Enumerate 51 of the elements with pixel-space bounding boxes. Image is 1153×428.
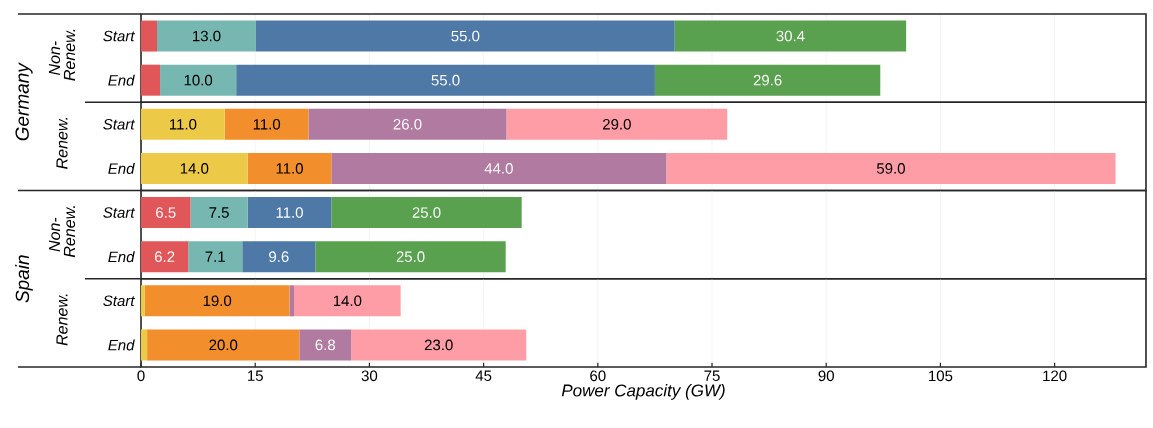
- y-tick-label: Start: [103, 207, 136, 218]
- x-tick-label: 75: [704, 370, 720, 381]
- data-label: 20.0: [209, 339, 238, 351]
- y-tick-label: Start: [103, 118, 136, 130]
- data-label: 9.6: [269, 251, 289, 262]
- data-label: 14.0: [333, 295, 362, 307]
- data-label: 55.0: [451, 30, 480, 42]
- data-label: 14.0: [180, 163, 209, 174]
- data-label: 25.0: [412, 207, 441, 218]
- y-tick-label: Start: [103, 295, 136, 307]
- y-tick-label: End: [108, 162, 135, 174]
- y-tick-label: End: [108, 74, 135, 86]
- data-label: 55.0: [431, 74, 460, 86]
- x-tick-label: 15: [248, 370, 263, 381]
- data-label: 11.0: [276, 163, 303, 174]
- data-label: 10.0: [184, 74, 213, 86]
- data-label: 30.4: [776, 30, 805, 42]
- x-tick-label: 105: [929, 370, 953, 382]
- x-tick-label: 0: [137, 370, 145, 382]
- x-axis-title: Power Capacity (GW): [561, 384, 725, 400]
- y-axis-title: Non-Renew.: [48, 29, 76, 81]
- data-label: 13.0: [193, 30, 221, 42]
- data-label: 6.2: [154, 251, 175, 262]
- data-label: 11.0: [170, 118, 197, 130]
- y-tick-label: End: [108, 339, 135, 351]
- y-axis-title: Renew.: [56, 294, 68, 346]
- data-label: 11.0: [276, 207, 303, 218]
- data-label: 25.0: [396, 251, 425, 262]
- y-tick-label: End: [108, 251, 135, 263]
- data-label: 19.0: [203, 295, 232, 307]
- y-tick-label: Start: [103, 30, 136, 42]
- data-label: 6.8: [315, 339, 336, 351]
- data-label: 11.0: [253, 118, 281, 130]
- x-tick-label: 60: [590, 370, 606, 382]
- x-tick-label: 90: [818, 370, 834, 382]
- x-tick-label: 45: [475, 370, 492, 381]
- text: Spain: [15, 255, 33, 303]
- data-label: 29.0: [603, 118, 631, 130]
- data-label: 7.5: [209, 207, 229, 218]
- data-label: 44.0: [484, 163, 513, 174]
- data-label: 29.6: [753, 74, 782, 86]
- data-label: 23.0: [424, 339, 453, 351]
- x-tick-label: 30: [361, 370, 378, 382]
- x-tick-label: 120: [1043, 370, 1067, 382]
- y-axis-title: Non-Renew.: [48, 206, 76, 258]
- data-label: 26.0: [393, 118, 422, 130]
- data-label: 59.0: [876, 163, 905, 174]
- text: Germany: [15, 62, 33, 141]
- data-label: 7.1: [205, 251, 225, 262]
- data-label: 6.5: [156, 207, 176, 218]
- y-axis-title: Renew.: [56, 117, 68, 169]
